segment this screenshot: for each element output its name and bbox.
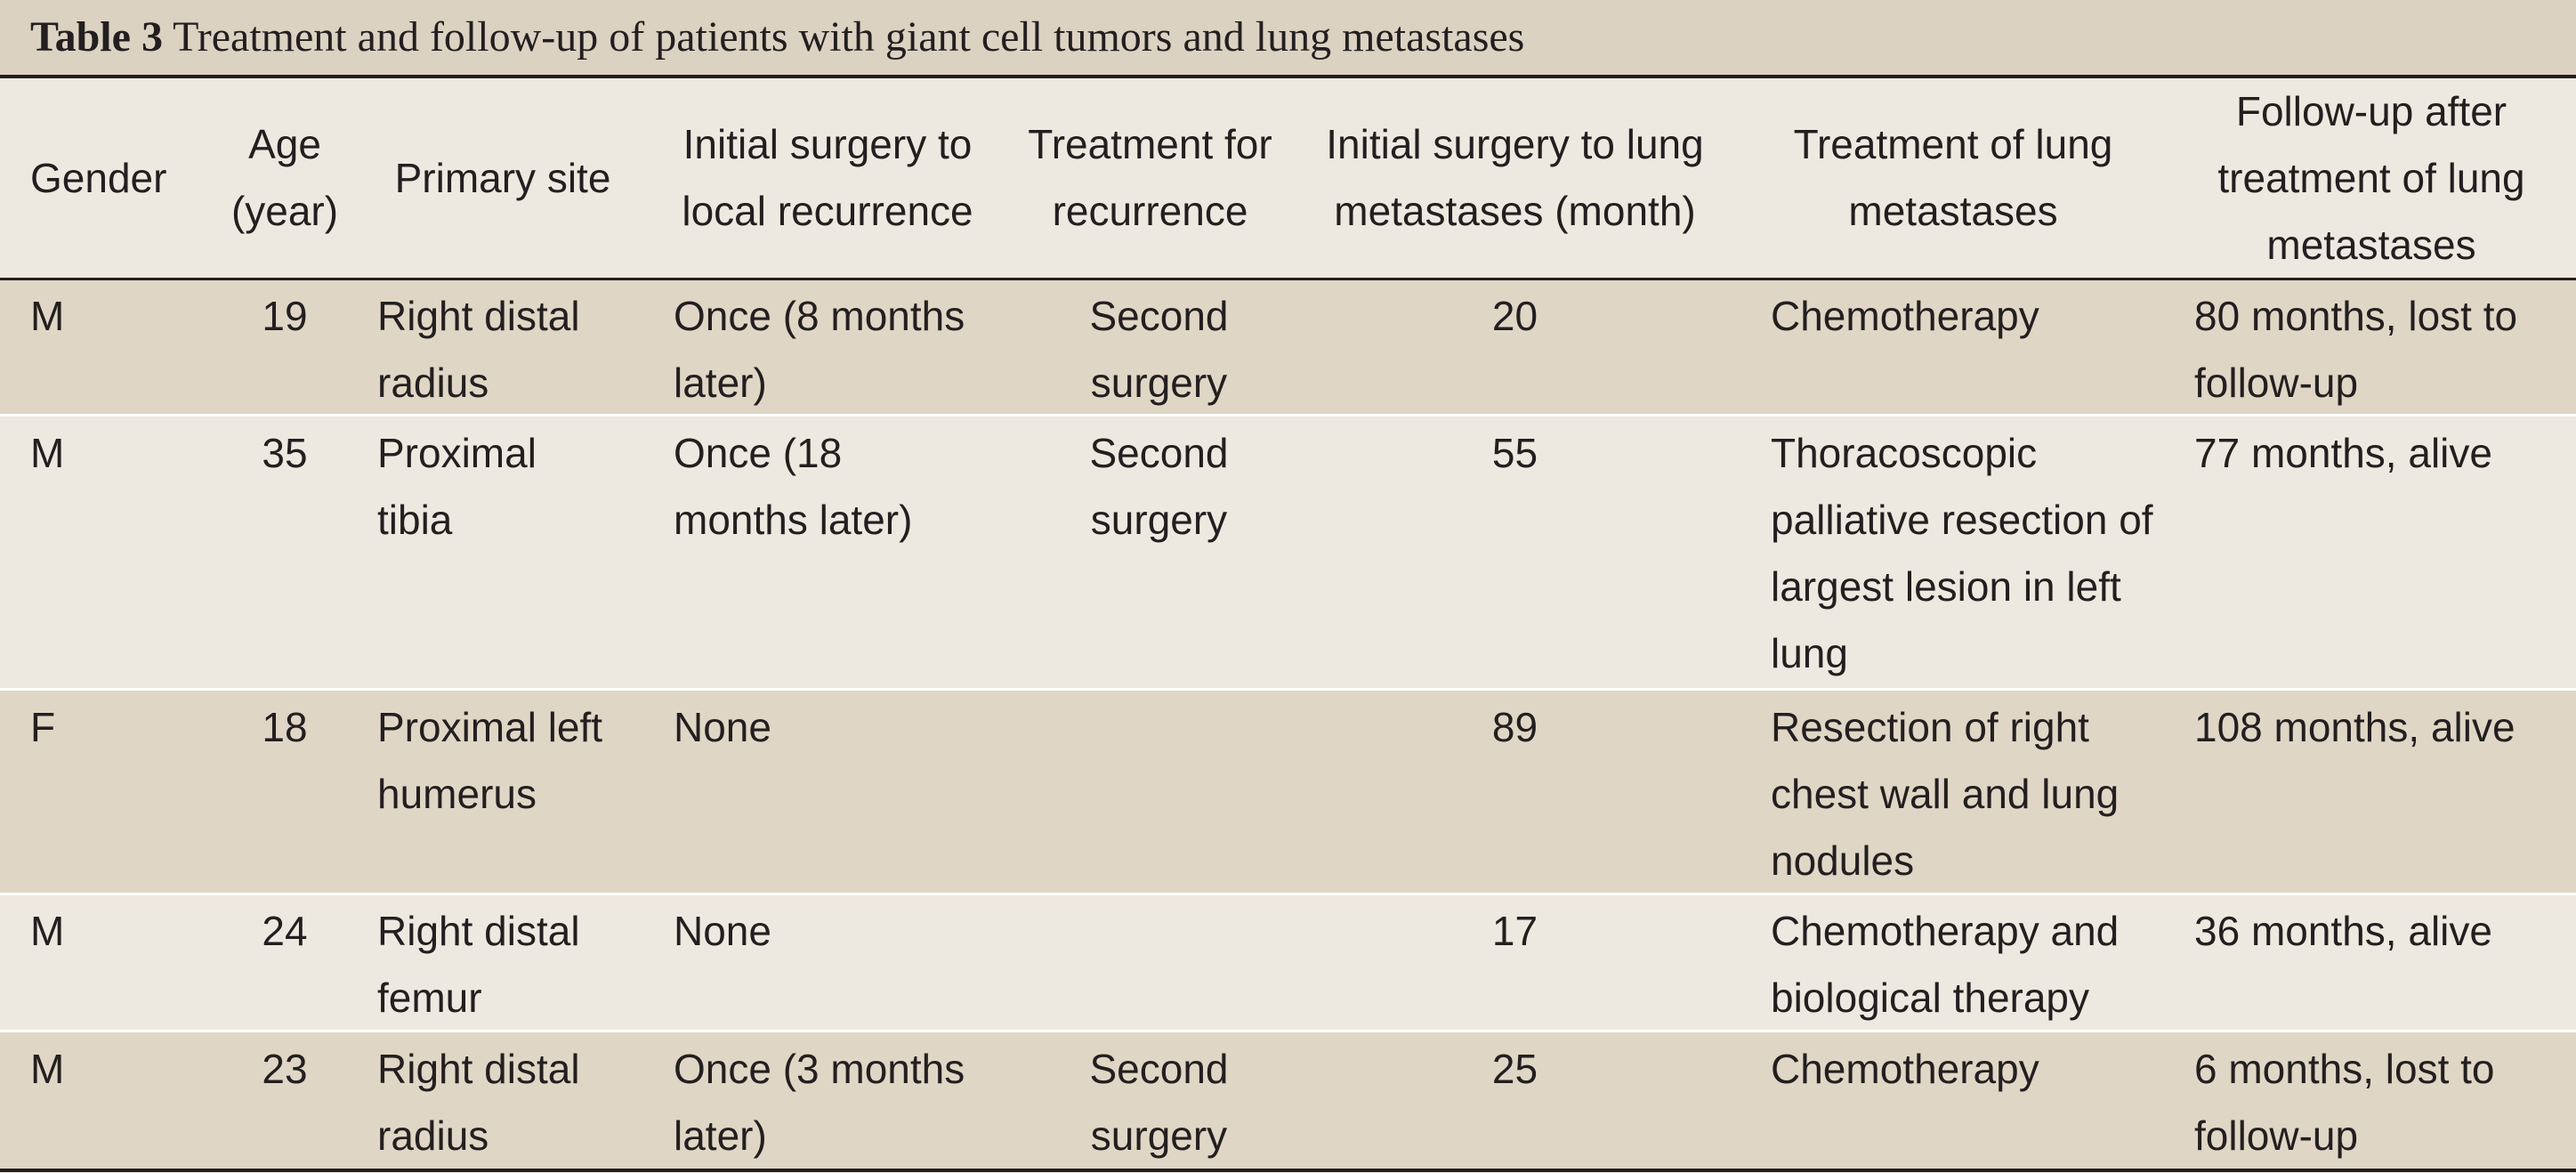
cell-followup: 77 months, alive xyxy=(2194,430,2492,476)
row-separator xyxy=(0,414,2576,417)
cell-recurrence-treatment: Second surgery xyxy=(1089,293,1229,406)
cell-mets-treatment: Chemotherapy and biological therapy xyxy=(1771,908,2120,1021)
cell-followup: 36 months, alive xyxy=(2194,908,2492,954)
top-rule xyxy=(0,75,2576,78)
cell-months-to-mets: 17 xyxy=(1491,908,1538,954)
cell-primary-site: Right distal radius xyxy=(377,293,580,406)
cell-months-to-mets: 89 xyxy=(1491,704,1538,750)
table-row xyxy=(0,417,2576,688)
cell-primary-site: Right distal radius xyxy=(377,1046,580,1159)
header-followup: Follow-up after treatment of lung metast… xyxy=(2217,87,2525,268)
cell-mets-treatment: Resection of right chest wall and lung n… xyxy=(1771,704,2120,884)
header-mets-treatment: Treatment of lung metastases xyxy=(1793,121,2113,234)
table-row xyxy=(0,691,2576,893)
cell-followup: 80 months, lost to follow-up xyxy=(2194,293,2518,406)
cell-local-recurrence: Once (18 months later) xyxy=(674,430,913,543)
header-local-recurrence: Initial surgery to local recurrence xyxy=(682,121,973,234)
cell-gender: M xyxy=(30,430,65,476)
cell-local-recurrence: Once (8 months later) xyxy=(674,293,965,406)
header-rule xyxy=(0,278,2576,280)
cell-primary-site: Proximal tibia xyxy=(377,430,537,543)
cell-local-recurrence: None xyxy=(674,704,771,750)
cell-age: 24 xyxy=(262,908,308,954)
cell-mets-treatment: Chemotherapy xyxy=(1771,1046,2039,1092)
cell-age: 19 xyxy=(262,293,308,339)
cell-primary-site: Proximal left humerus xyxy=(377,704,603,817)
table-header xyxy=(0,78,2576,278)
cell-gender: M xyxy=(30,1046,65,1092)
cell-followup: 108 months, alive xyxy=(2194,704,2515,750)
table-row xyxy=(0,1032,2576,1169)
cell-age: 35 xyxy=(262,430,308,476)
header-gender: Gender xyxy=(30,154,167,201)
header-months-to-mets: Initial surgery to lung metastases (mont… xyxy=(1326,121,1704,234)
cell-months-to-mets: 55 xyxy=(1491,430,1538,476)
header-recurrence-treatment: Treatment for recurrence xyxy=(1028,121,1272,234)
cell-months-to-mets: 25 xyxy=(1491,1046,1538,1092)
row-separator xyxy=(0,1030,2576,1032)
cell-local-recurrence: Once (3 months later) xyxy=(674,1046,965,1159)
cell-mets-treatment: Thoracoscopic palliative resection of la… xyxy=(1771,430,2153,676)
cell-gender: M xyxy=(30,293,65,339)
cell-age: 23 xyxy=(262,1046,308,1092)
cell-gender: M xyxy=(30,908,65,954)
header-age: Age (year) xyxy=(230,121,339,234)
cell-mets-treatment: Chemotherapy xyxy=(1771,293,2039,339)
cell-local-recurrence: None xyxy=(674,908,771,954)
table-row xyxy=(0,895,2576,1030)
table-title: Treatment and follow-up of patients with… xyxy=(173,13,1525,61)
row-separator xyxy=(0,893,2576,895)
table-number: Table 3 xyxy=(30,13,163,61)
header-primary-site: Primary site xyxy=(394,154,611,201)
cell-followup: 6 months, lost to follow-up xyxy=(2194,1046,2495,1159)
bottom-rule xyxy=(0,1169,2576,1172)
cell-months-to-mets: 20 xyxy=(1491,293,1538,339)
cell-gender: F xyxy=(30,704,56,750)
cell-recurrence-treatment: Second surgery xyxy=(1089,430,1229,543)
cell-recurrence-treatment: Second surgery xyxy=(1089,1046,1229,1159)
cell-primary-site: Right distal femur xyxy=(377,908,580,1021)
table-row xyxy=(0,280,2576,414)
cell-age: 18 xyxy=(262,704,308,750)
table-caption: Table 3 Treatment and follow-up of patie… xyxy=(0,0,2576,75)
row-separator xyxy=(0,688,2576,691)
